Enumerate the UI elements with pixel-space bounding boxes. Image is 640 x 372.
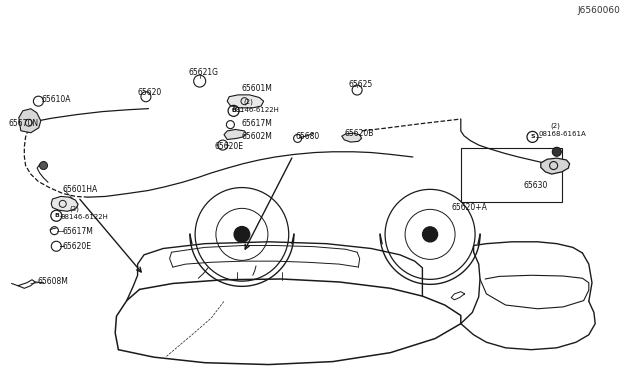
Polygon shape bbox=[19, 109, 41, 133]
Polygon shape bbox=[541, 158, 570, 174]
Circle shape bbox=[552, 147, 561, 156]
Text: 65680: 65680 bbox=[296, 132, 320, 141]
Text: 65620E: 65620E bbox=[63, 242, 92, 251]
Text: 65630: 65630 bbox=[524, 181, 548, 190]
Text: (2): (2) bbox=[69, 205, 79, 212]
Text: 08168-6161A: 08168-6161A bbox=[539, 131, 587, 137]
Text: (2): (2) bbox=[550, 122, 560, 129]
Text: 65620B: 65620B bbox=[344, 129, 374, 138]
Polygon shape bbox=[227, 95, 264, 108]
Polygon shape bbox=[224, 129, 246, 140]
Polygon shape bbox=[342, 133, 362, 142]
Circle shape bbox=[40, 161, 47, 170]
Text: 65620E: 65620E bbox=[214, 142, 243, 151]
Text: 65601M: 65601M bbox=[242, 84, 273, 93]
Text: 65620: 65620 bbox=[138, 88, 162, 97]
Text: 65621G: 65621G bbox=[188, 68, 218, 77]
Text: S: S bbox=[530, 134, 535, 140]
Text: 65610A: 65610A bbox=[42, 95, 71, 104]
Text: 65617M: 65617M bbox=[63, 227, 93, 236]
Text: (2): (2) bbox=[243, 99, 253, 105]
Text: 65625: 65625 bbox=[349, 80, 373, 89]
Text: 65670N: 65670N bbox=[9, 119, 39, 128]
Circle shape bbox=[234, 227, 250, 242]
Text: 65608M: 65608M bbox=[37, 278, 68, 286]
Text: 08146-6122H: 08146-6122H bbox=[232, 107, 280, 113]
Text: 08146-6122H: 08146-6122H bbox=[61, 214, 109, 220]
Bar bbox=[461, 148, 562, 202]
Text: 65617M: 65617M bbox=[242, 119, 273, 128]
Text: B: B bbox=[54, 213, 59, 218]
Text: B: B bbox=[231, 108, 236, 113]
Circle shape bbox=[422, 227, 438, 242]
Text: 65620+A: 65620+A bbox=[451, 203, 487, 212]
Polygon shape bbox=[51, 196, 78, 211]
Text: J6560060: J6560060 bbox=[577, 6, 620, 15]
Text: 65602M: 65602M bbox=[242, 132, 273, 141]
Text: 65601HA: 65601HA bbox=[63, 185, 98, 194]
